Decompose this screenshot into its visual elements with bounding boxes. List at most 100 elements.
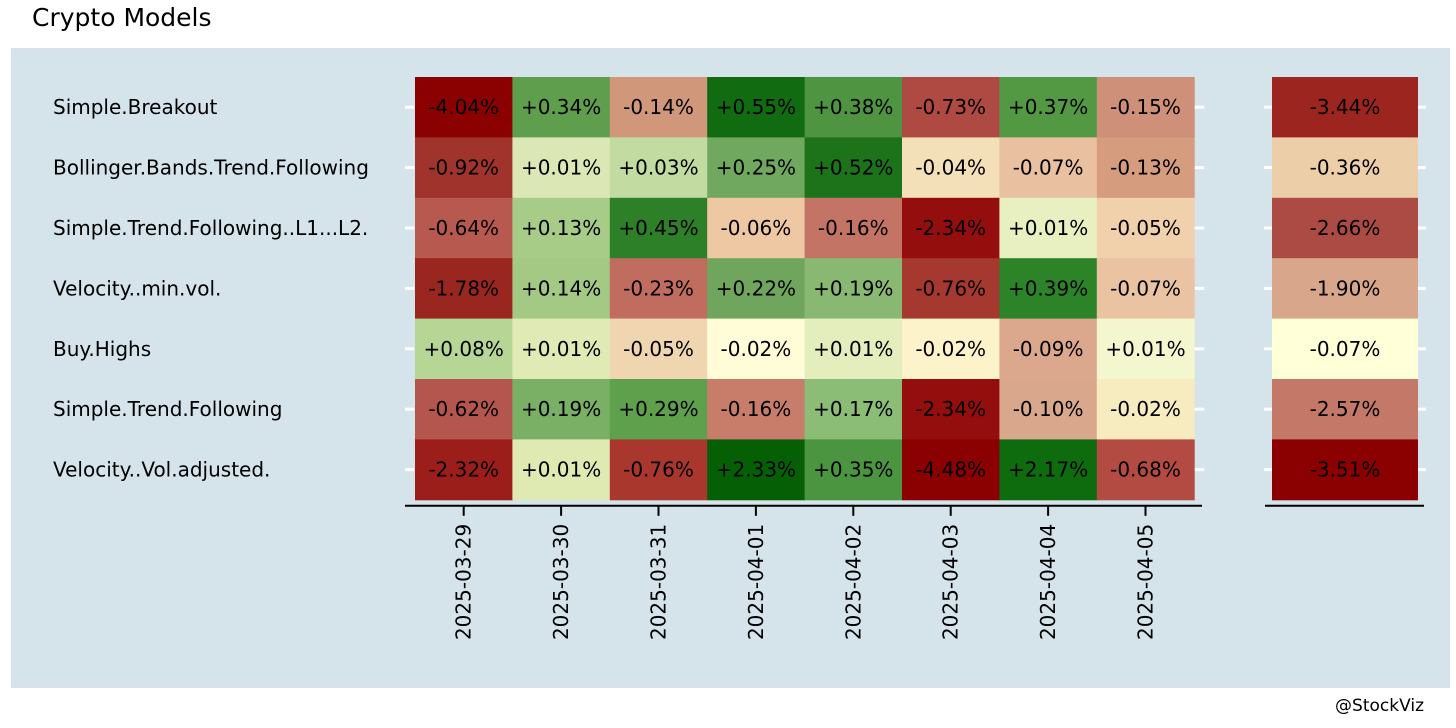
heatmap-cell	[707, 439, 806, 501]
heatmap-cell	[609, 197, 708, 259]
heatmap-cell	[999, 439, 1098, 501]
cell-value-label: -0.16%	[818, 216, 889, 240]
cell-value-label: -1.78%	[428, 276, 499, 300]
cell-value-label: +0.19%	[521, 397, 601, 421]
heatmap-cell	[609, 258, 708, 320]
x-tick-label: 2025-04-02	[841, 524, 865, 640]
heatmap-cell	[804, 137, 903, 199]
cell-value-label: -0.23%	[623, 276, 694, 300]
cell-value-label: -0.73%	[915, 95, 986, 119]
heatmap-cell	[609, 439, 708, 501]
heatmap-cell	[804, 318, 903, 380]
cell-value-label: -0.13%	[1110, 156, 1181, 180]
cell-value-label: -2.34%	[915, 397, 986, 421]
heatmap-cell	[707, 379, 806, 440]
cell-value-label: +0.03%	[618, 156, 698, 180]
heatmap-cell	[1096, 137, 1195, 199]
cell-value-label: +0.45%	[618, 216, 698, 240]
cell-value-label: -0.05%	[1110, 216, 1181, 240]
summary-value-label: -3.51%	[1310, 458, 1381, 482]
cell-value-label: +0.39%	[1008, 276, 1088, 300]
heatmap-cell	[707, 137, 806, 199]
heatmap-cell	[707, 77, 806, 138]
cell-value-label: -0.76%	[623, 458, 694, 482]
heatmap-cell	[999, 137, 1098, 199]
cell-value-label: -0.64%	[428, 216, 499, 240]
row-label: Simple.Breakout	[53, 95, 217, 119]
heatmap-cell	[1096, 197, 1195, 259]
cell-value-label: +0.13%	[521, 216, 601, 240]
cell-value-label: -0.68%	[1110, 458, 1181, 482]
summary-cell	[1272, 439, 1418, 501]
cell-value-label: +0.01%	[813, 337, 893, 361]
cell-value-label: +2.33%	[716, 458, 796, 482]
heatmap-cell	[512, 318, 611, 380]
heatmap-cell	[512, 197, 611, 259]
heatmap-cell	[999, 379, 1098, 440]
cell-value-label: -0.07%	[1110, 276, 1181, 300]
summary-value-label: -1.90%	[1310, 276, 1381, 300]
x-tick-label: 2025-03-31	[647, 524, 671, 640]
summary-cell	[1272, 258, 1418, 320]
heatmap-cell	[1096, 379, 1195, 440]
credit-label: @StockViz	[1335, 696, 1424, 716]
cell-value-label: +0.01%	[521, 458, 601, 482]
heatmap-cell	[415, 137, 513, 199]
heatmap-cell	[999, 197, 1098, 259]
row-label: Buy.Highs	[53, 337, 151, 361]
summary-cell	[1272, 197, 1418, 259]
summary-cell	[1272, 318, 1418, 380]
cell-value-label: -0.15%	[1110, 95, 1181, 119]
x-tick-label: 2025-04-01	[744, 524, 768, 640]
heatmap-cell	[707, 197, 806, 259]
cell-value-label: -0.62%	[428, 397, 499, 421]
heatmap-cell	[1096, 318, 1195, 380]
x-tick-label: 2025-04-04	[1036, 524, 1060, 640]
summary-value-label: -3.44%	[1310, 95, 1381, 119]
summary-value-label: -2.57%	[1310, 397, 1381, 421]
cell-value-label: +0.34%	[521, 95, 601, 119]
cell-value-label: -0.09%	[1013, 337, 1084, 361]
cell-value-label: -0.06%	[721, 216, 792, 240]
heatmap-cell	[609, 318, 708, 380]
heatmap-cell	[902, 77, 1000, 138]
heatmap-cell	[415, 258, 513, 320]
row-label: Simple.Trend.Following..L1...L2.	[53, 216, 368, 240]
summary-cell	[1272, 379, 1418, 440]
x-tick-label: 2025-04-03	[939, 524, 963, 640]
chart-title: Crypto Models	[32, 3, 212, 32]
summary-cell	[1272, 137, 1418, 199]
cell-value-label: -0.10%	[1013, 397, 1084, 421]
row-label: Bollinger.Bands.Trend.Following	[53, 156, 369, 180]
cell-value-label: -0.02%	[915, 337, 986, 361]
heatmap-cell	[999, 318, 1098, 380]
heatmap-cell	[902, 379, 1000, 440]
cell-value-label: +0.01%	[1008, 216, 1088, 240]
cell-value-label: -0.04%	[915, 156, 986, 180]
heatmap-cell	[707, 258, 806, 320]
heatmap-cell	[902, 258, 1000, 320]
cell-value-label: +0.01%	[521, 337, 601, 361]
cell-value-label: +0.35%	[813, 458, 893, 482]
heatmap-cell	[415, 318, 513, 380]
cell-value-label: +0.19%	[813, 276, 893, 300]
heatmap-cell	[415, 379, 513, 440]
heatmap-cell	[902, 197, 1000, 259]
heatmap-cell	[999, 258, 1098, 320]
heatmap-cell	[902, 439, 1000, 501]
heatmap-cell	[512, 439, 611, 501]
row-label: Velocity..Vol.adjusted.	[53, 458, 270, 482]
heatmap-cell	[609, 77, 708, 138]
cell-value-label: +0.55%	[716, 95, 796, 119]
heatmap-cell	[804, 197, 903, 259]
summary-value-label: -0.36%	[1310, 156, 1381, 180]
heatmap-cell	[804, 439, 903, 501]
cell-value-label: -0.92%	[428, 156, 499, 180]
cell-value-label: +0.14%	[521, 276, 601, 300]
heatmap-cell	[804, 258, 903, 320]
heatmap-cell	[1096, 77, 1195, 138]
cell-value-label: +0.52%	[813, 156, 893, 180]
heatmap-cell	[415, 197, 513, 259]
cell-value-label: -0.07%	[1013, 156, 1084, 180]
